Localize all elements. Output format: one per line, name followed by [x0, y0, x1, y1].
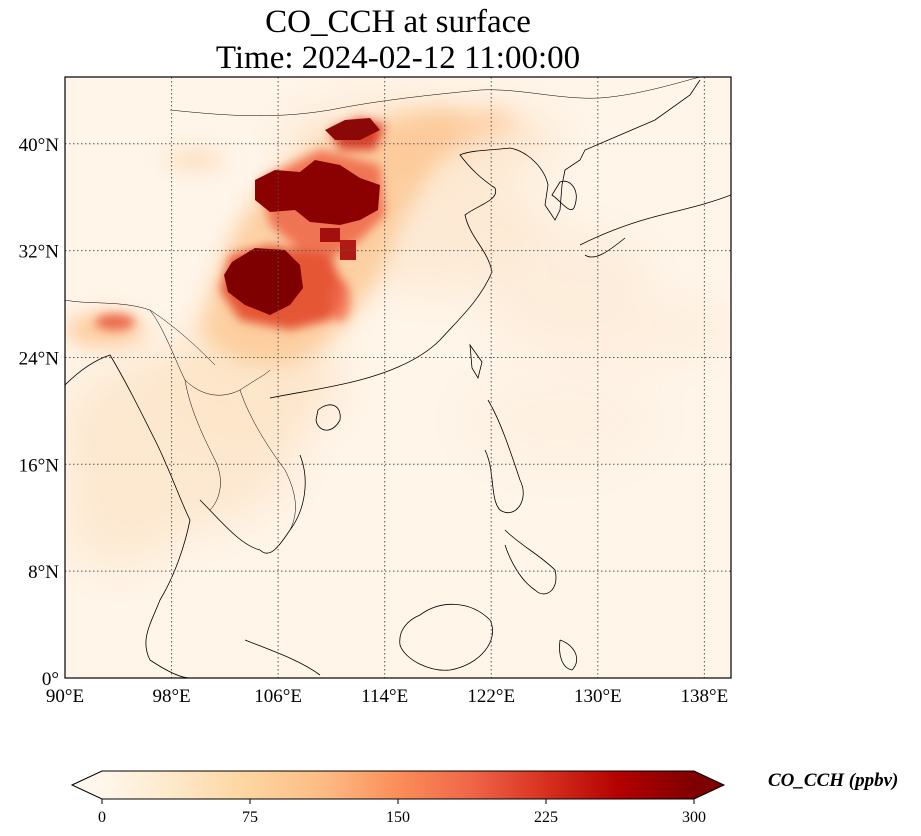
coastlines — [65, 79, 731, 678]
colorbar-extend-high — [694, 771, 724, 799]
colorbar: 0 75 150 225 300 — [70, 770, 726, 826]
colorbar-tick-label: 300 — [682, 809, 706, 826]
colorbar-ticks: 0 75 150 225 300 — [98, 799, 706, 826]
map-plot-area — [65, 77, 731, 678]
longitude-tick-label: 90°E — [46, 686, 84, 707]
longitude-tick-labels: 90°E 98°E 106°E 114°E 122°E 130°E 138°E — [46, 686, 728, 707]
colorbar-tick-label: 225 — [534, 809, 558, 826]
country-borders — [65, 77, 701, 531]
latitude-tick-label: 24°N — [19, 348, 60, 369]
colorbar-tick-label: 0 — [98, 809, 106, 826]
longitude-tick-label: 98°E — [152, 686, 190, 707]
colorbar-gradient — [102, 771, 694, 799]
map-frame — [64, 76, 732, 679]
latitude-tick-label: 0° — [42, 669, 59, 690]
latitude-tick-label: 8°N — [28, 562, 59, 583]
colorbar-extend-low — [72, 771, 102, 799]
colorbar-tick-label: 150 — [386, 809, 410, 826]
longitude-tick-label: 122°E — [467, 686, 515, 707]
latitude-tick-labels: 0° 8°N 16°N 24°N 32°N 40°N — [19, 135, 60, 690]
colorbar-tick-label: 75 — [242, 809, 258, 826]
colorbar-label: CO_CCH (ppbv) — [768, 770, 899, 791]
longitude-tick-label: 114°E — [361, 686, 408, 707]
latitude-tick-label: 16°N — [19, 455, 60, 476]
gridlines — [65, 77, 731, 678]
longitude-tick-label: 130°E — [574, 686, 622, 707]
longitude-tick-label: 106°E — [254, 686, 302, 707]
map-subtitle-time: Time: 2024-02-12 11:00:00 — [215, 40, 581, 76]
saturated-plume-cores — [224, 118, 380, 315]
latitude-tick-label: 32°N — [19, 242, 60, 263]
longitude-tick-label: 138°E — [681, 686, 729, 707]
latitude-tick-label: 40°N — [19, 135, 60, 156]
map-title: CO_CCH at surface — [265, 4, 531, 40]
